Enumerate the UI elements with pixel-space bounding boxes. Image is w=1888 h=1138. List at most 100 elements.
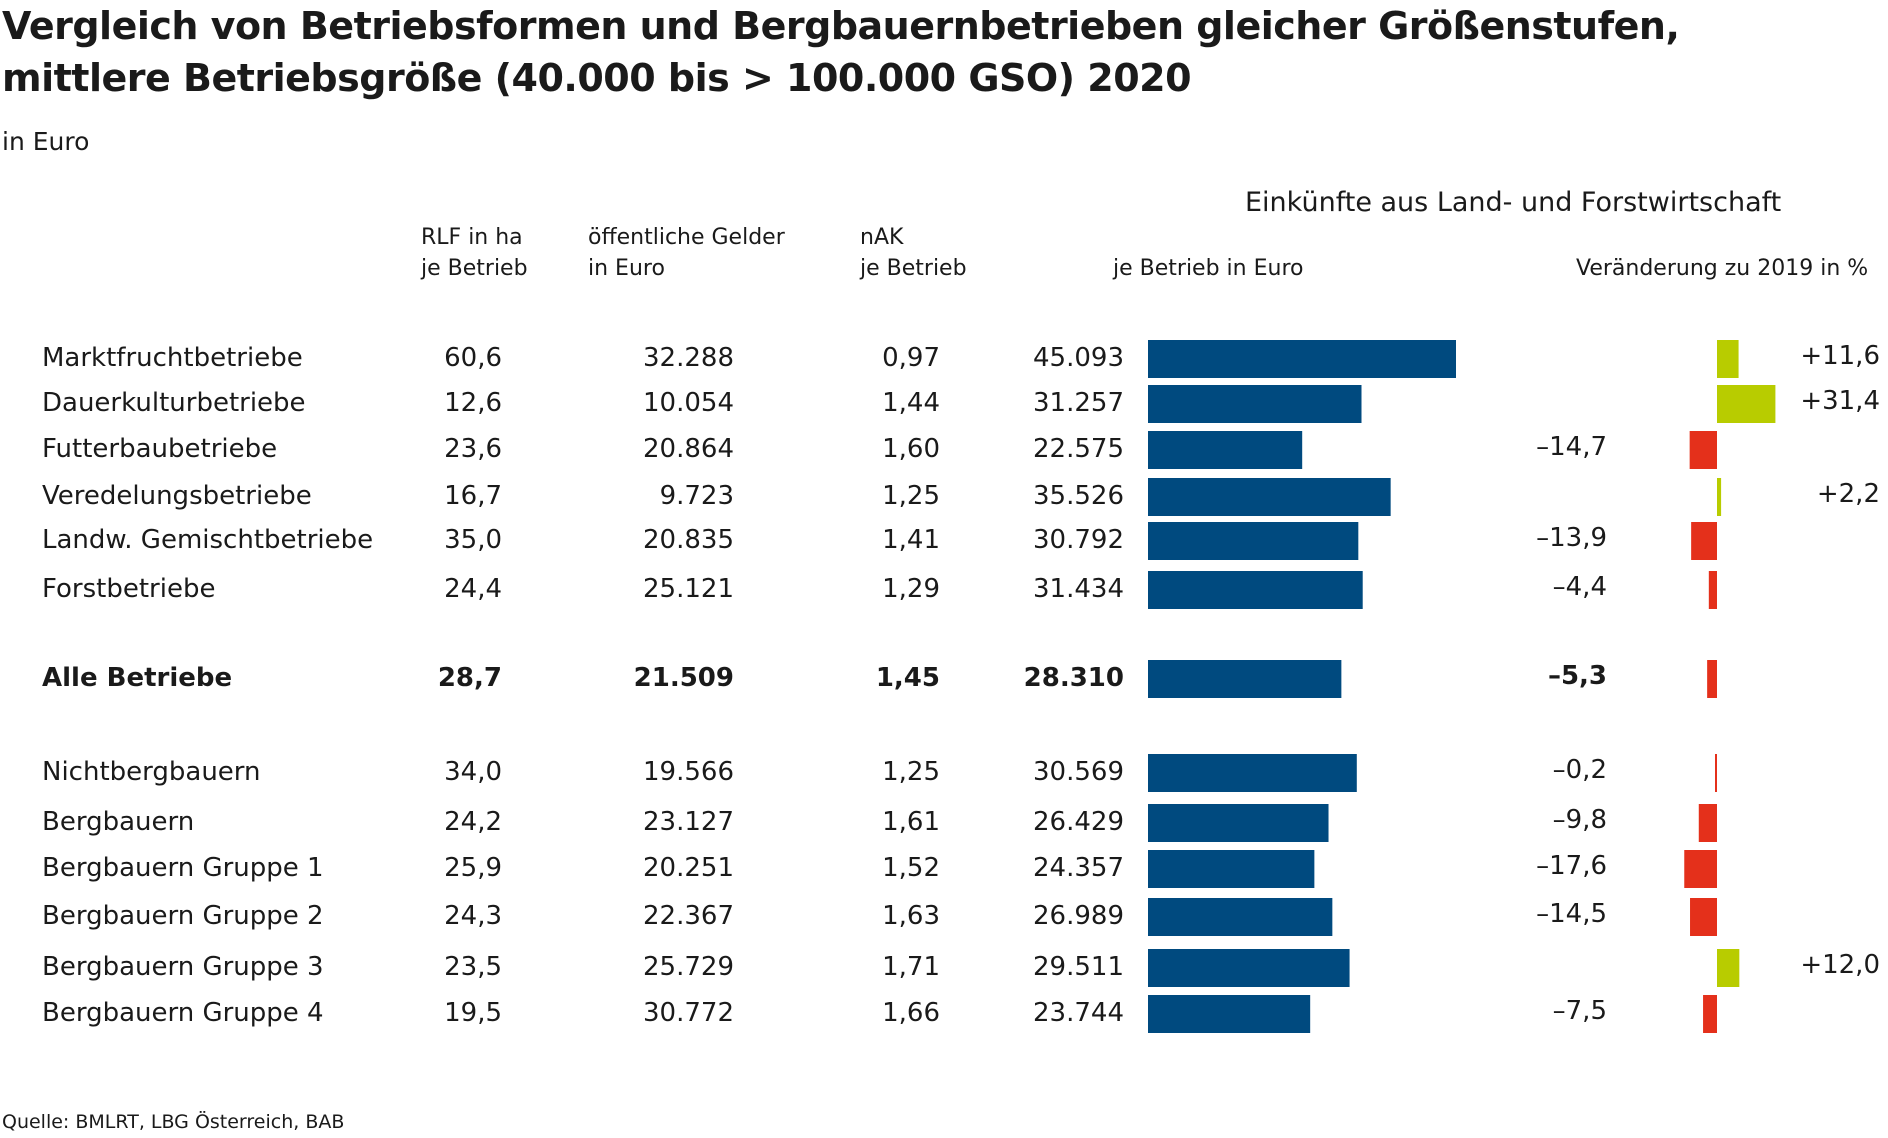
change-label: –13,9 [1536, 523, 1607, 553]
change-label: +12,0 [1800, 950, 1880, 980]
rlf-value: 24,4 [444, 574, 502, 604]
income-label: 28.310 [1023, 663, 1124, 693]
change-bar [1698, 804, 1717, 842]
income-label: 23.744 [1033, 998, 1124, 1028]
row-label: Bergbauern Gruppe 4 [42, 998, 324, 1028]
public-funds-value: 20.251 [643, 853, 734, 883]
nak-value: 1,25 [882, 757, 940, 787]
header-rlf-line-2: je Betrieb [421, 256, 528, 281]
nak-value: 1,41 [882, 525, 940, 555]
row-label: Veredelungsbetriebe [42, 481, 312, 511]
header-rlf-line-1: RLF in ha [421, 225, 523, 250]
row-label: Futterbaubetriebe [42, 434, 278, 464]
rlf-value: 16,7 [444, 481, 502, 511]
income-bar [1148, 949, 1350, 987]
change-label: –7,5 [1552, 996, 1607, 1026]
income-bar [1148, 754, 1357, 792]
income-bar [1148, 522, 1359, 560]
public-funds-value: 32.288 [643, 343, 734, 373]
nak-value: 1,29 [882, 574, 940, 604]
change-bar [1703, 995, 1717, 1033]
income-label: 26.429 [1033, 807, 1124, 837]
change-bar [1707, 660, 1717, 698]
nak-value: 1,44 [882, 388, 940, 418]
change-bar [1684, 850, 1717, 888]
source-note: Quelle: BMLRT, LBG Österreich, BAB [2, 1111, 345, 1133]
rlf-value: 34,0 [444, 757, 502, 787]
public-funds-value: 25.121 [643, 574, 734, 604]
change-bar [1689, 431, 1717, 469]
row-label: Bergbauern Gruppe 2 [42, 901, 324, 931]
public-funds-value: 9.723 [659, 481, 734, 511]
income-label: 31.257 [1033, 388, 1124, 418]
public-funds-value: 23.127 [643, 807, 734, 837]
row-label: Bergbauern [42, 807, 195, 837]
chart-title-line-2: mittlere Betriebsgröße (40.000 bis > 100… [2, 56, 1192, 100]
income-label: 29.511 [1033, 952, 1124, 982]
row-label: Bergbauern Gruppe 3 [42, 952, 324, 982]
change-label: +2,2 [1816, 479, 1880, 509]
rlf-value: 19,5 [444, 998, 502, 1028]
income-label: 22.575 [1033, 434, 1124, 464]
income-bar [1148, 340, 1456, 378]
rlf-value: 35,0 [444, 525, 502, 555]
income-label: 26.989 [1033, 901, 1124, 931]
row-label: Alle Betriebe [42, 663, 233, 693]
income-bar [1148, 431, 1303, 469]
public-funds-value: 10.054 [643, 388, 734, 418]
change-label: –14,5 [1536, 899, 1607, 929]
header-change: Veränderung zu 2019 in % [1576, 256, 1869, 281]
nak-value: 1,63 [882, 901, 940, 931]
public-funds-value: 20.864 [643, 434, 734, 464]
change-label: +31,4 [1800, 386, 1880, 416]
income-bar [1148, 385, 1362, 423]
change-label: –0,2 [1552, 755, 1607, 785]
public-funds-value: 30.772 [643, 998, 734, 1028]
header-nak-line-2: je Betrieb [860, 256, 967, 281]
nak-value: 1,60 [882, 434, 940, 464]
public-funds-value: 19.566 [643, 757, 734, 787]
income-label: 35.526 [1033, 481, 1124, 511]
rlf-value: 12,6 [444, 388, 502, 418]
row-label: Landw. Gemischtbetriebe [42, 525, 374, 555]
change-label: –17,6 [1536, 851, 1607, 881]
nak-value: 1,66 [882, 998, 940, 1028]
public-funds-value: 25.729 [643, 952, 734, 982]
row-label: Bergbauern Gruppe 1 [42, 853, 324, 883]
change-bar [1717, 385, 1776, 423]
rlf-value: 23,5 [444, 952, 502, 982]
nak-value: 1,52 [882, 853, 940, 883]
header-public-funds: öffentliche Gelder in Euro [588, 222, 785, 284]
income-label: 24.357 [1033, 853, 1124, 883]
income-bar [1148, 995, 1311, 1033]
change-bar [1691, 522, 1717, 560]
rlf-value: 28,7 [437, 663, 502, 693]
change-label: +11,6 [1800, 341, 1880, 371]
change-bar [1708, 571, 1717, 609]
change-label: –4,4 [1552, 572, 1607, 602]
nak-value: 1,45 [875, 663, 940, 693]
rlf-value: 24,2 [444, 807, 502, 837]
income-bar [1148, 898, 1333, 936]
rlf-value: 24,3 [444, 901, 502, 931]
nak-value: 1,71 [882, 952, 940, 982]
income-bar [1148, 478, 1391, 516]
public-funds-value: 20.835 [643, 525, 734, 555]
row-label: Nichtbergbauern [42, 757, 261, 787]
income-bar [1148, 571, 1363, 609]
income-bar [1148, 804, 1329, 842]
public-funds-value: 22.367 [643, 901, 734, 931]
rlf-value: 25,9 [444, 853, 502, 883]
header-public-funds-line-2: in Euro [588, 256, 665, 281]
header-public-funds-line-1: öffentliche Gelder [588, 225, 785, 250]
chart-title-line-1: Vergleich von Betriebsformen und Bergbau… [2, 4, 1680, 48]
rlf-value: 23,6 [444, 434, 502, 464]
change-bar [1717, 340, 1739, 378]
nak-value: 1,25 [882, 481, 940, 511]
change-label: –14,7 [1536, 432, 1607, 462]
nak-value: 1,61 [882, 807, 940, 837]
header-rlf: RLF in ha je Betrieb [421, 222, 528, 284]
change-bar [1715, 754, 1717, 792]
